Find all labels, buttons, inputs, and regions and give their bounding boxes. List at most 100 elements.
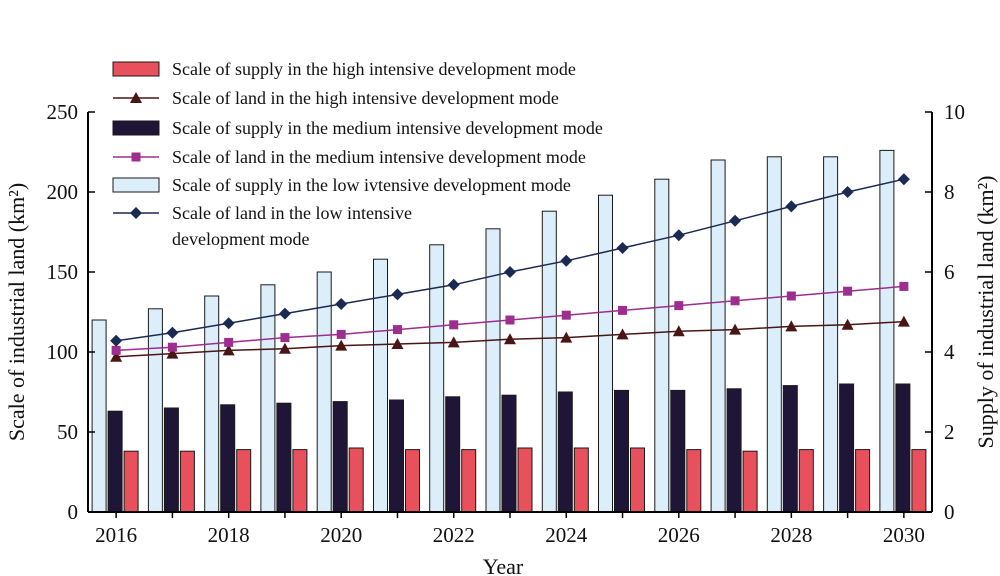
diamond-marker: [447, 278, 460, 291]
bar: [855, 449, 871, 513]
square-marker: [336, 329, 346, 339]
square-marker: [111, 345, 121, 355]
triangle-marker: [391, 338, 404, 349]
bar: [348, 447, 364, 513]
square-marker: [674, 301, 684, 311]
triangle-marker: [785, 320, 798, 332]
bar: [260, 284, 276, 513]
bar: [236, 449, 252, 513]
bar: [405, 449, 420, 513]
triangle-marker: [222, 344, 235, 356]
y-left-tick-label: 0: [68, 500, 79, 524]
x-tick-label: 2030: [883, 523, 925, 547]
legend-swatch: [112, 120, 160, 136]
y-right-tick-label: 2: [944, 420, 955, 444]
y-axis-right-title: Supply of industrial land (km²): [973, 175, 998, 448]
triangle-marker: [335, 339, 348, 351]
diamond-marker: [504, 266, 516, 278]
bar: [517, 447, 533, 513]
bar: [541, 210, 557, 513]
bar: [107, 410, 123, 513]
y-axis-left-title: Scale of industrial land (km²): [4, 183, 29, 441]
y-left-tick-label: 50: [57, 420, 78, 444]
bar: [911, 449, 927, 513]
diamond-marker: [897, 173, 910, 186]
bar: [614, 389, 629, 513]
y-right-tick-label: 0: [944, 500, 955, 524]
bar: [798, 449, 814, 513]
bar: [573, 447, 589, 513]
legend-label: Scale of supply in the medium intensive …: [172, 118, 603, 138]
y-right-tick-label: 6: [944, 260, 955, 284]
triangle-marker: [166, 347, 179, 359]
x-axis-title: Year: [483, 554, 524, 576]
y-right-tick-label: 4: [944, 340, 955, 364]
diamond-marker: [166, 326, 179, 339]
diamond-marker: [335, 298, 348, 310]
diamond-marker: [729, 214, 742, 227]
y-right-tick-label: 10: [944, 100, 965, 124]
bar: [726, 388, 742, 513]
triangle-marker: [110, 350, 123, 362]
bar: [276, 402, 292, 513]
triangle-marker: [897, 315, 910, 327]
diamond-marker: [130, 207, 142, 219]
diamond-marker: [110, 334, 123, 347]
diamond-marker: [616, 242, 629, 254]
triangle-marker: [616, 328, 629, 340]
square-marker: [786, 291, 796, 301]
tick-labels: 0 50 100 150 200 250 0 2 4 6 8 10 2016 2018 2020 2022 20…: [47, 100, 966, 547]
bar: [670, 389, 686, 513]
x-tick-label: 2020: [320, 523, 362, 547]
bar: [823, 156, 839, 513]
legend-swatch: [112, 61, 160, 77]
bar: [839, 383, 855, 513]
bar: [461, 449, 477, 513]
legend-label: Scale of land in the high intensive deve…: [172, 88, 559, 108]
diamond-marker: [841, 186, 854, 198]
diamond-marker: [278, 307, 291, 320]
square-marker: [899, 281, 909, 291]
bar: [204, 295, 220, 513]
bar: [710, 159, 726, 513]
bar: [292, 449, 308, 513]
bar: [163, 407, 179, 513]
x-tick-label: 2024: [545, 523, 588, 547]
legend-label: development mode: [172, 229, 309, 249]
bar: [445, 396, 461, 513]
bar: [630, 447, 645, 513]
bar: [879, 149, 895, 513]
square-marker: [618, 305, 628, 315]
diamond-marker: [560, 254, 573, 267]
y-left-tick-label: 100: [47, 340, 79, 364]
x-tick-label: 2028: [770, 523, 812, 547]
square-marker: [224, 337, 234, 347]
legend-label: Scale of supply in the low ivtensive dev…: [172, 175, 571, 195]
bar: [557, 391, 573, 513]
bar: [501, 394, 517, 513]
diamond-marker: [222, 317, 235, 330]
square-marker: [280, 333, 290, 343]
bar: [332, 401, 348, 513]
square-marker: [730, 296, 740, 306]
y-left-tick-label: 250: [47, 100, 79, 124]
y-left-tick-label: 200: [47, 180, 79, 204]
triangle-marker: [504, 333, 516, 345]
legend-label: Scale of supply in the high intensive de…: [172, 59, 576, 79]
diamond-marker: [391, 288, 404, 301]
plot-area: [91, 149, 927, 513]
bar: [220, 404, 236, 513]
bar: [782, 385, 798, 513]
bar: [654, 178, 670, 513]
bar: [123, 450, 139, 513]
x-tick-label: 2018: [208, 523, 250, 547]
square-marker: [449, 320, 459, 330]
legend: Scale of supply in the high intensive de…: [112, 59, 603, 249]
bar: [742, 450, 758, 513]
bar: [598, 194, 613, 513]
square-marker: [131, 152, 141, 162]
bar: [179, 450, 195, 513]
bar: [895, 383, 911, 513]
bar: [686, 449, 702, 513]
triangle-marker: [729, 323, 742, 335]
